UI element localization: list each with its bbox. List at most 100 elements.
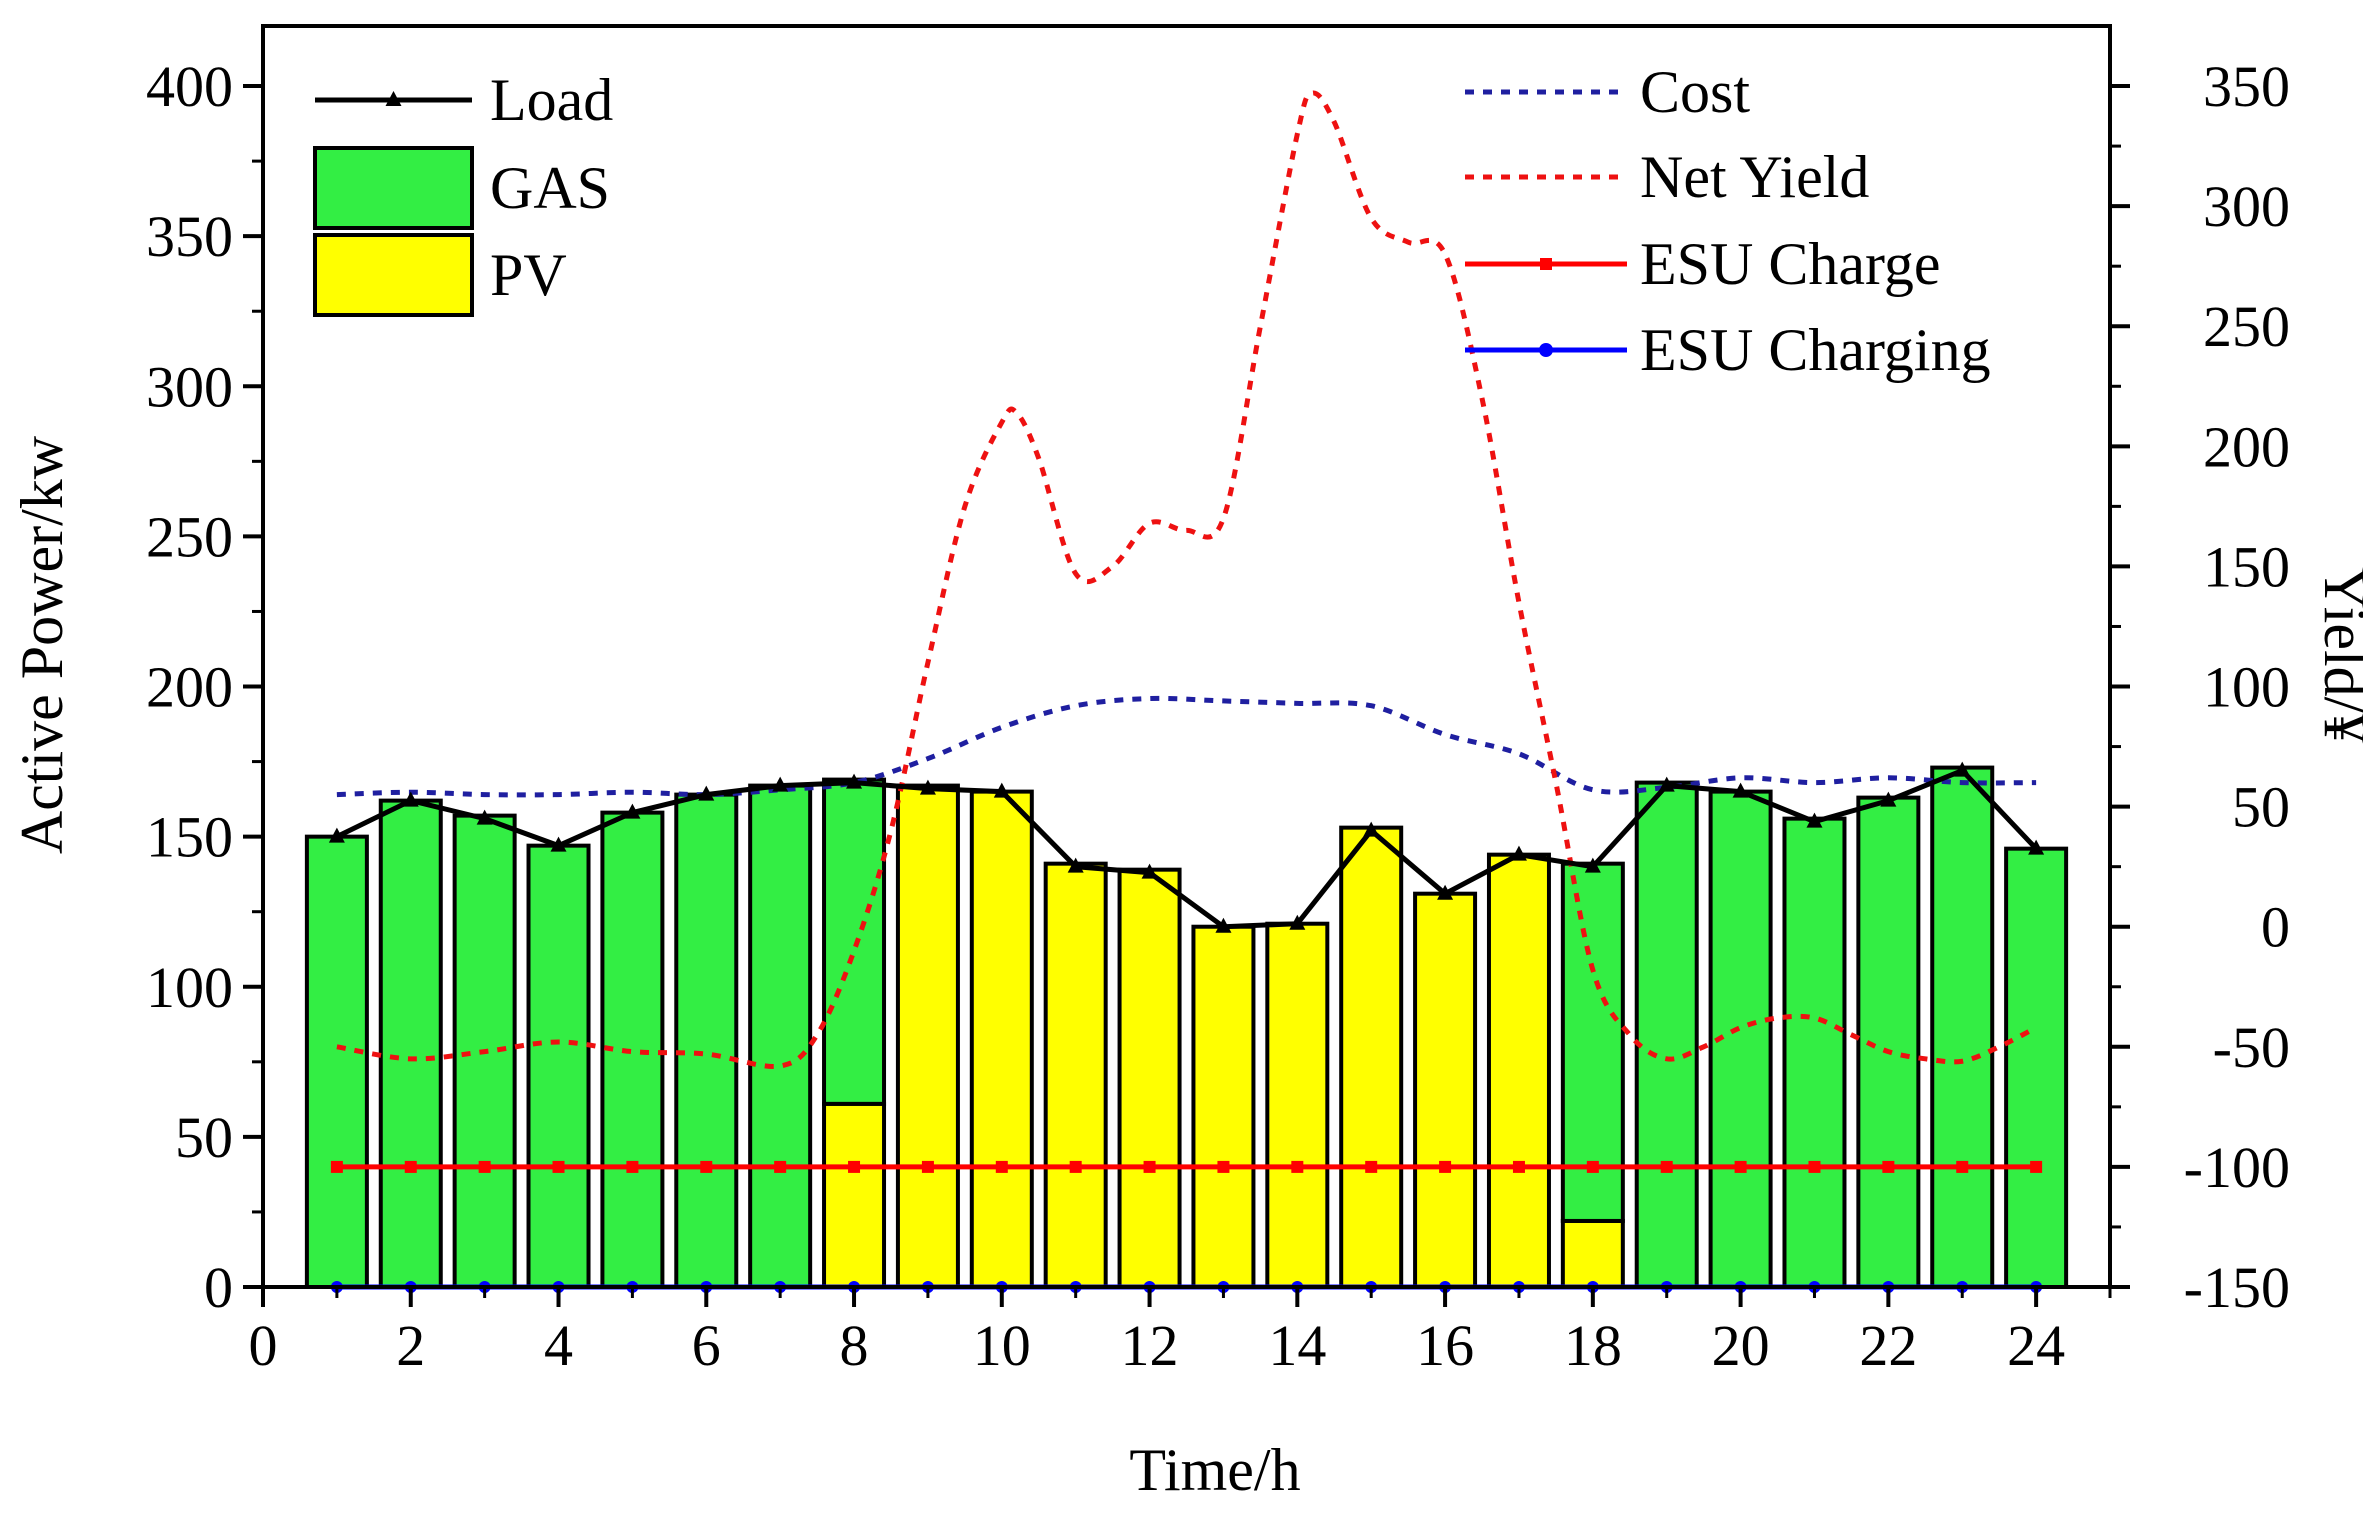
bar-pv-17 [1486,852,1551,1290]
bar-gas-23 [1930,765,1995,1289]
x-tick-label-10: 10 [973,1313,1031,1378]
esu-charge-marker-7 [774,1160,787,1173]
load-marker-16 [1437,884,1454,900]
legend-gas-swatch [313,146,474,230]
y2-tick-label--150: -150 [2184,1255,2290,1320]
esu-charge-marker-6 [700,1160,713,1173]
x-tick-label-16: 16 [1416,1313,1474,1378]
x-tick-label-22: 22 [1859,1313,1917,1378]
bar-gas-24 [2004,846,2069,1290]
load-marker-13 [1215,917,1232,933]
load-marker-15 [1363,821,1380,837]
plot-frame [261,24,2112,1289]
x-tick-label-8: 8 [840,1313,869,1378]
x-tick-label-6: 6 [692,1313,721,1378]
y-axis-label: Active Power/kw [9,435,75,854]
y2-tick-label-100: 100 [2203,655,2290,720]
esu-charge-marker-15 [1365,1160,1378,1173]
x-tick-label-20: 20 [1712,1313,1770,1378]
legend-label-gas: GAS [490,155,610,221]
legend-load-marker [385,91,402,106]
load-marker-12 [1141,863,1158,879]
bar-pv-14 [1265,921,1330,1289]
load-marker-10 [993,782,1010,798]
bar-gas-6 [674,792,739,1289]
x-tick-label-12: 12 [1121,1313,1179,1378]
y2-tick-label-0: 0 [2261,895,2290,960]
esu-charge-marker-21 [1808,1160,1821,1173]
line-cost [336,695,2037,798]
load-marker-17 [1510,845,1527,861]
bar-pv-11 [1043,861,1108,1290]
legend-label-net-yield: Net Yield [1640,144,1869,210]
load-marker-24 [2028,839,2045,855]
esu-charge-marker-13 [1217,1160,1230,1173]
y2-tick-label-300: 300 [2203,174,2290,239]
esu-charge-marker-20 [1734,1160,1747,1173]
legend-label-esu-charging: ESU Charging [1640,317,1991,383]
load-marker-20 [1732,782,1749,798]
esu-charge-marker-18 [1586,1160,1599,1173]
legend-label-pv: PV [490,242,567,308]
bar-pv-8 [822,1101,887,1289]
x-axis-label: Time/h [1129,1437,1300,1503]
y-tick-label-50: 50 [175,1105,233,1170]
x-tick-label-0: 0 [249,1313,278,1378]
bar-gas-1 [304,834,369,1290]
legend-pv-swatch [313,233,474,317]
x-tick-label-24: 24 [2007,1313,2065,1378]
bar-gas-2 [378,798,443,1289]
y2-tick-label--50: -50 [2213,1015,2290,1080]
y-tick-label-300: 300 [146,354,233,419]
esu-charge-marker-14 [1291,1160,1304,1173]
x-tick-label-18: 18 [1564,1313,1622,1378]
bar-pv-10 [969,789,1034,1289]
line-load [335,767,2038,930]
load-marker-14 [1289,914,1306,930]
load-marker-5 [624,803,641,819]
esu-charge-marker-17 [1512,1160,1525,1173]
x-tick-label-4: 4 [544,1313,573,1378]
esu-charge-marker-16 [1439,1160,1452,1173]
y-tick-label-100: 100 [146,955,233,1020]
esu-charge-marker-22 [1882,1160,1895,1173]
esu-charge-marker-10 [995,1160,1008,1173]
load-marker-9 [919,779,936,795]
bar-pv-9 [895,783,960,1289]
esu-charge-marker-24 [2030,1160,2043,1173]
esu-charge-marker-11 [1069,1160,1082,1173]
y2-tick-label-50: 50 [2232,775,2290,840]
bars-group [304,765,2069,1290]
bar-gas-19 [1634,780,1699,1289]
load-marker-2 [402,791,419,807]
load-marker-6 [698,785,715,801]
esu-charge-marker-9 [921,1160,934,1173]
bar-gas-22 [1856,795,1921,1289]
bar-gas-4 [526,843,591,1290]
load-marker-11 [1067,857,1084,873]
y2-tick-label-350: 350 [2203,54,2290,119]
legend-esu-charging-marker [1539,343,1553,357]
legend-label-cost: Cost [1640,59,1750,125]
load-marker-23 [1954,761,1971,777]
load-marker-21 [1806,812,1823,828]
esu-charge-marker-23 [1956,1160,1969,1173]
y-tick-label-200: 200 [146,655,233,720]
load-marker-22 [1880,791,1897,807]
legend: Load GAS PV Cost Net Yield ESU Charge ESU Char… [313,59,1991,383]
y-tick-label-0: 0 [204,1255,233,1320]
x-tick-label-2: 2 [396,1313,425,1378]
bar-gas-8 [822,777,887,1106]
y2-axis-label: Yield/¥ [2312,567,2363,744]
legend-label-esu-charge: ESU Charge [1640,231,1941,297]
esu-charge-marker-2 [404,1160,417,1173]
x-tick-label-14: 14 [1268,1313,1326,1378]
load-marker-18 [1584,857,1601,873]
line-net-yield [336,90,2038,1070]
bar-pv-13 [1191,924,1256,1289]
y2-tick-label-150: 150 [2203,534,2290,599]
load-marker-1 [328,827,345,843]
y2-tick-label-200: 200 [2203,414,2290,479]
bar-pv-16 [1413,891,1478,1289]
